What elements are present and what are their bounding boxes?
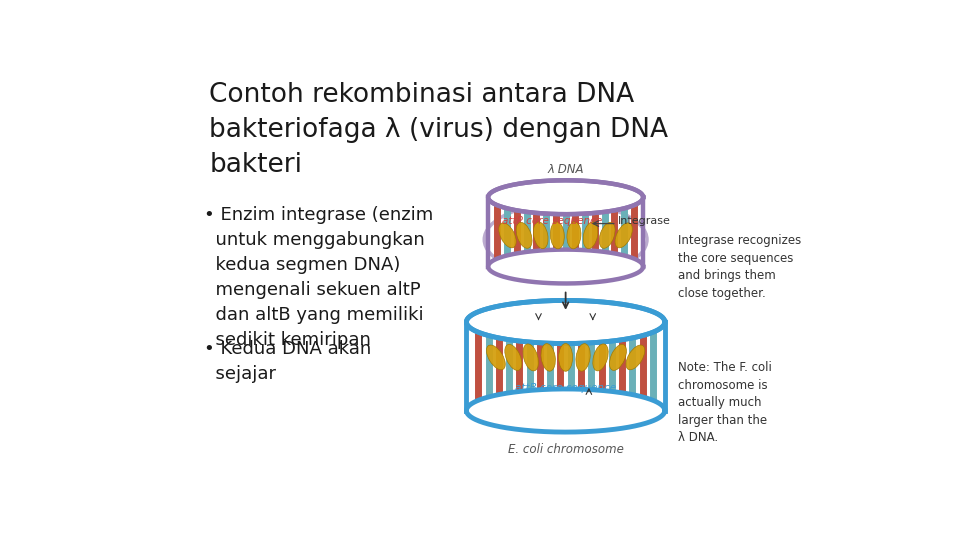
Ellipse shape bbox=[541, 343, 555, 371]
Text: Contoh rekombinasi antara DNA
bakteriofaga λ (virus) dengan DNA
bakteri: Contoh rekombinasi antara DNA bakteriofa… bbox=[209, 82, 668, 178]
Ellipse shape bbox=[499, 223, 516, 248]
Polygon shape bbox=[488, 249, 643, 284]
Polygon shape bbox=[467, 300, 665, 343]
Text: attB core sequence: attB core sequence bbox=[516, 383, 616, 394]
Text: Integrase recognizes
the core sequences
and brings them
close together.: Integrase recognizes the core sequences … bbox=[678, 234, 802, 300]
Ellipse shape bbox=[505, 345, 522, 370]
Text: E. coli chromosome: E. coli chromosome bbox=[508, 443, 624, 456]
Text: • Enzim integrase (enzim
  untuk menggabungkan
  kedua segmen DNA)
  mengenali s: • Enzim integrase (enzim untuk menggabun… bbox=[204, 206, 433, 349]
Polygon shape bbox=[467, 300, 665, 343]
Text: attP core sequence: attP core sequence bbox=[501, 217, 602, 226]
Ellipse shape bbox=[516, 222, 532, 248]
Polygon shape bbox=[467, 389, 665, 432]
Ellipse shape bbox=[584, 222, 598, 248]
Ellipse shape bbox=[487, 345, 505, 370]
Text: Integrase: Integrase bbox=[618, 217, 671, 226]
Text: Note: The F. coli
chromosome is
actually much
larger than the
λ DNA.: Note: The F. coli chromosome is actually… bbox=[678, 361, 772, 444]
Ellipse shape bbox=[626, 345, 645, 370]
Ellipse shape bbox=[550, 222, 564, 249]
Ellipse shape bbox=[610, 345, 627, 370]
Ellipse shape bbox=[567, 222, 581, 249]
Ellipse shape bbox=[615, 223, 633, 248]
Text: λ DNA: λ DNA bbox=[547, 163, 584, 176]
Ellipse shape bbox=[559, 343, 572, 372]
Polygon shape bbox=[488, 180, 643, 214]
Ellipse shape bbox=[592, 344, 609, 371]
Ellipse shape bbox=[576, 343, 590, 371]
Text: • Kedua DNA akan
  sejajar: • Kedua DNA akan sejajar bbox=[204, 340, 371, 383]
Polygon shape bbox=[488, 180, 643, 214]
Ellipse shape bbox=[534, 222, 548, 248]
Ellipse shape bbox=[599, 222, 615, 248]
Ellipse shape bbox=[523, 344, 539, 371]
